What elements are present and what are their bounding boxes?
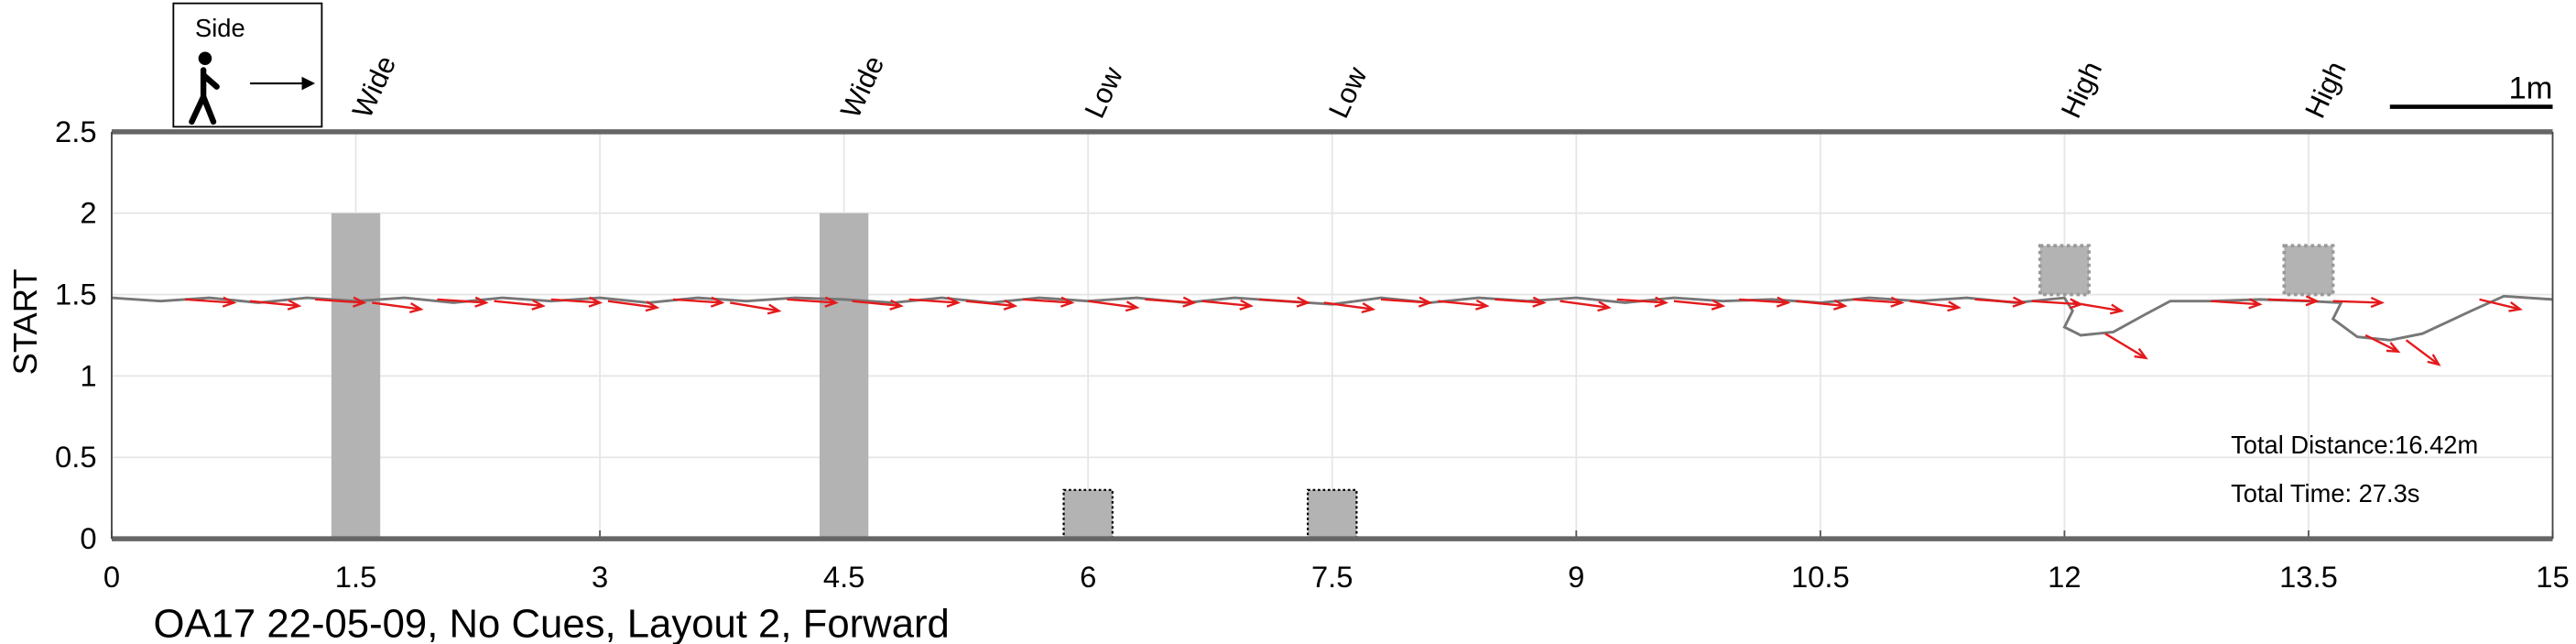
heading-arrow	[2364, 333, 2401, 354]
legend-label: Side	[195, 14, 245, 42]
obstacle	[2038, 244, 2091, 297]
x-tick-label: 0	[103, 560, 120, 594]
x-tick-label: 12	[2048, 560, 2081, 594]
heading-arrow	[1201, 299, 1254, 311]
x-tick-label: 1.5	[335, 560, 377, 594]
heading-arrow	[1616, 296, 1669, 308]
heading-arrow	[1323, 301, 1376, 314]
heading-arrow	[1495, 296, 1547, 308]
heading-arrow	[1380, 296, 1433, 308]
x-tick-label: 7.5	[1311, 560, 1353, 594]
y-tick-label: 0	[80, 521, 96, 555]
y-tick-label: 1	[80, 358, 96, 392]
heading-arrow	[607, 300, 660, 312]
y-tick-label: 1.5	[55, 277, 97, 311]
legend-box: Side	[172, 2, 323, 128]
heading-arrow	[1560, 300, 1612, 312]
y-tick-label: 2.5	[55, 115, 97, 148]
heading-arrow	[1796, 299, 1848, 311]
heading-arrow	[249, 299, 302, 311]
heading-arrow	[2211, 298, 2263, 310]
y-tick-label: 0.5	[55, 440, 97, 474]
obstacle	[819, 213, 869, 540]
walker-icon	[189, 51, 220, 126]
heading-arrow	[965, 299, 1018, 311]
heading-arrow	[315, 296, 367, 308]
heading-arrow	[852, 299, 904, 311]
heading-arrow	[437, 296, 489, 308]
heading-arrow	[2405, 339, 2441, 366]
heading-arrow	[730, 301, 782, 315]
y-axis-label: START	[6, 268, 44, 375]
scale-label: 1m	[2508, 71, 2552, 105]
heading-arrow	[1974, 296, 2027, 308]
heading-arrow	[787, 296, 839, 308]
plot-area: 0 1.5 3 4.5 6 7.5 9 10.5 12 13.5 15 0 0.5 1 1.5 2 2.5	[55, 115, 2570, 594]
heading-arrow	[494, 299, 546, 311]
x-tick-label: 6	[1080, 560, 1096, 594]
heading-arrow	[1145, 296, 1197, 308]
heading-arrow	[908, 296, 962, 308]
heading-arrow	[1023, 296, 1075, 308]
x-tick-label: 9	[1568, 560, 1584, 594]
heading-arrow	[372, 301, 424, 314]
heading-arrow	[1258, 296, 1311, 308]
heading-arrow	[550, 296, 603, 308]
x-tick-label: 13.5	[2279, 560, 2338, 594]
heading-arrow	[1088, 300, 1140, 312]
heading-arrow	[2072, 301, 2125, 315]
obstacle	[1307, 488, 1358, 540]
heading-arrow	[672, 296, 725, 308]
x-tick-label: 4.5	[823, 560, 865, 594]
obstacle	[1062, 488, 1114, 540]
heading-arrow	[2479, 298, 2523, 312]
heading-arrow	[1438, 299, 1490, 311]
heading-arrow	[2104, 333, 2148, 360]
obstacle	[2282, 244, 2335, 297]
chart-title: OA17 22-05-09, No Cues, Layout 2, Forwar…	[154, 602, 950, 644]
heading-arrow	[1738, 296, 1791, 308]
x-tick-label: 10.5	[1791, 560, 1850, 594]
heading-arrow	[1909, 300, 1962, 312]
annotation: Total Time: 27.3s	[2231, 479, 2419, 508]
heading-arrow	[2332, 297, 2385, 309]
obstacle	[331, 213, 381, 540]
x-tick-label: 3	[592, 560, 608, 594]
heading-arrow	[1673, 299, 1726, 311]
y-tick-label: 2	[80, 196, 96, 230]
heading-arrow	[1853, 296, 1905, 308]
annotation: Total Distance:16.42m	[2231, 431, 2478, 459]
heading-arrow	[184, 296, 237, 308]
direction-arrow-head	[301, 76, 316, 91]
x-tick-label: 15	[2536, 560, 2569, 594]
heading-arrow	[2267, 295, 2320, 307]
